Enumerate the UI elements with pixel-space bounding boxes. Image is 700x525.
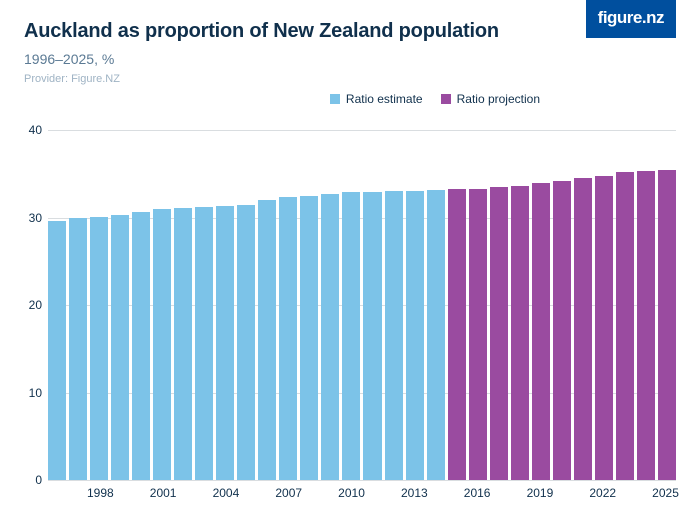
bar <box>90 217 108 480</box>
bar <box>532 183 550 481</box>
bar <box>595 176 613 481</box>
x-tick-label: 2007 <box>275 486 302 500</box>
y-tick-label: 10 <box>16 386 42 400</box>
y-tick-label: 20 <box>16 298 42 312</box>
chart-subtitle: 1996–2025, % <box>24 51 676 67</box>
bar <box>174 208 192 480</box>
bar <box>553 181 571 480</box>
bar <box>427 190 445 480</box>
bar <box>448 189 466 480</box>
x-tick-label: 2025 <box>652 486 679 500</box>
legend-item-estimate: Ratio estimate <box>330 92 423 106</box>
bar <box>111 215 129 480</box>
bar <box>511 186 529 480</box>
bar <box>406 191 424 480</box>
bar <box>48 221 66 480</box>
bar <box>321 194 339 480</box>
x-tick-label: 2010 <box>338 486 365 500</box>
x-tick-label: 2016 <box>464 486 491 500</box>
bar <box>69 218 87 480</box>
bar <box>258 200 276 480</box>
x-tick-label: 2019 <box>527 486 554 500</box>
gridline <box>48 480 676 481</box>
x-axis-labels: 1998 2001 2004 2007 2010 2013 2016 2019 2022 2025 <box>48 486 676 506</box>
bar <box>363 192 381 480</box>
legend-label-projection: Ratio projection <box>457 92 540 106</box>
bar <box>279 197 297 480</box>
x-tick-label: 2022 <box>589 486 616 500</box>
y-tick-label: 30 <box>16 211 42 225</box>
legend: Ratio estimate Ratio projection <box>330 92 540 106</box>
y-tick-label: 40 <box>16 123 42 137</box>
bar <box>637 171 655 480</box>
legend-swatch-estimate <box>330 94 340 104</box>
bars-container <box>48 130 676 480</box>
bar <box>385 191 403 480</box>
bar <box>300 196 318 480</box>
chart-title: Auckland as proportion of New Zealand po… <box>24 20 676 43</box>
x-tick-label: 2004 <box>213 486 240 500</box>
bar <box>490 187 508 480</box>
figure-nz-logo: figure.nz <box>586 0 676 38</box>
bar <box>195 207 213 480</box>
bar <box>574 178 592 480</box>
bar <box>469 189 487 480</box>
bar <box>658 170 676 480</box>
y-tick-label: 0 <box>16 473 42 487</box>
bar <box>216 206 234 480</box>
x-tick-label: 2013 <box>401 486 428 500</box>
provider-label: Provider: Figure.NZ <box>24 73 676 85</box>
bar-chart: 010203040 199820012004200720102013201620… <box>48 130 676 480</box>
bar <box>153 209 171 480</box>
bar <box>132 212 150 480</box>
bar <box>342 192 360 480</box>
legend-label-estimate: Ratio estimate <box>346 92 423 106</box>
legend-item-projection: Ratio projection <box>441 92 540 106</box>
bar <box>237 205 255 480</box>
x-tick-label: 1998 <box>87 486 114 500</box>
x-tick-label: 2001 <box>150 486 177 500</box>
bar <box>616 172 634 480</box>
legend-swatch-projection <box>441 94 451 104</box>
